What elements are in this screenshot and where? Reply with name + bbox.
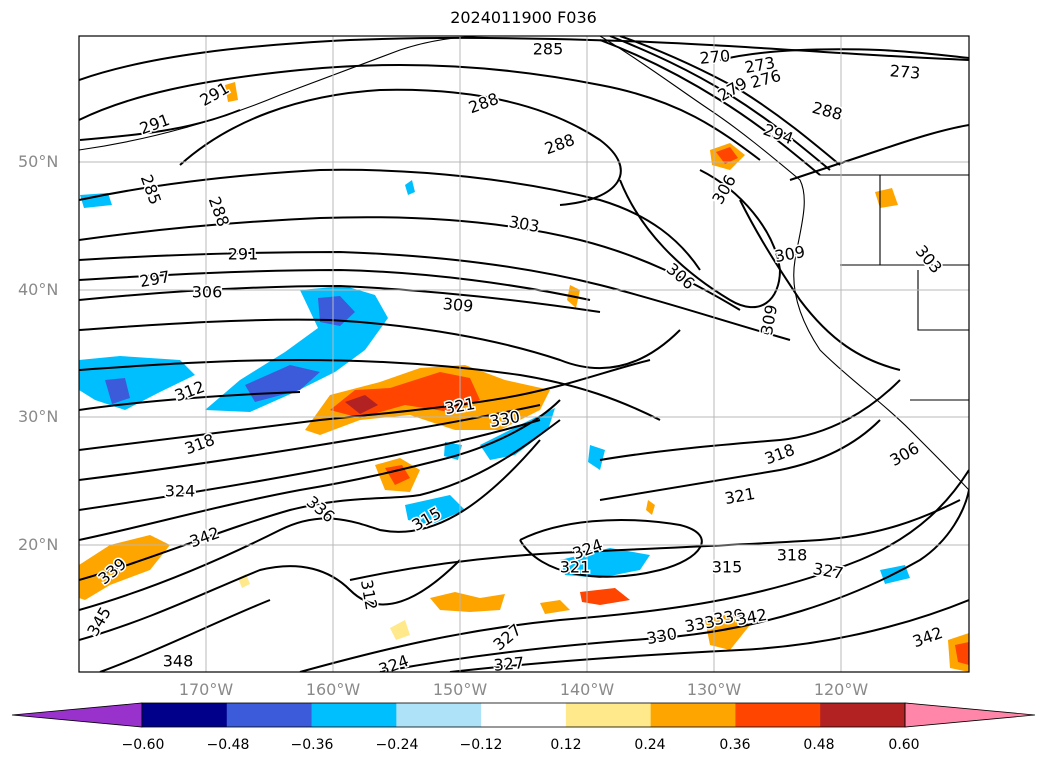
contour-label: 306 [887, 438, 923, 470]
colorbar-extend-low [11, 702, 143, 728]
lat-label-40n: 40°N [18, 280, 59, 299]
lon-label-130w: 130°W [686, 680, 742, 699]
lat-label-20n: 20°N [18, 535, 59, 554]
colorbar-tick-label: −0.36 [290, 737, 334, 753]
lon-label-120w: 120°W [813, 680, 869, 699]
colorbar-tick-label: 0.24 [634, 737, 666, 753]
contour-label: 303 [507, 212, 540, 236]
contour-label: 288 [542, 130, 577, 158]
colorbar-tick-label: −0.60 [121, 737, 165, 753]
contour-label: 306 [192, 283, 223, 302]
contour-label: 303 [912, 242, 946, 278]
lon-label-140w: 140°W [559, 680, 615, 699]
contour-labels: 285 270 2732762792732912912882882882942852… [82, 38, 948, 679]
lat-label-30n: 30°N [18, 407, 59, 426]
contour-label: 285 [533, 40, 564, 59]
contour-label: 288 [205, 194, 233, 229]
colorbar-tick-label: 0.36 [719, 737, 751, 753]
contour-label: 318 [777, 546, 808, 565]
colorbar-segment [565, 703, 652, 727]
contour-label: 273 [889, 61, 921, 83]
lon-label-150w: 150°W [432, 680, 488, 699]
colorbar [11, 702, 1036, 728]
contour-label: 321 [723, 484, 756, 508]
contour-label: 312 [357, 578, 381, 611]
lon-label-160w: 160°W [305, 680, 361, 699]
contour-label: 309 [773, 242, 806, 266]
contour-label: 288 [810, 98, 844, 124]
contour-label: 327 [811, 559, 844, 583]
contour-label: 342 [910, 623, 945, 651]
map-title: 2024011900 F036 [450, 8, 597, 27]
colorbar-segment [735, 703, 821, 727]
contour-label: 306 [663, 259, 699, 293]
colorbar-segment [820, 703, 906, 727]
contour-label: 297 [138, 267, 171, 291]
contour-label: 291 [137, 110, 172, 138]
contour-label: 315 [712, 558, 743, 577]
contour-label: 330 [645, 624, 678, 648]
colorbar-frame [141, 702, 906, 728]
contour-label: 324 [376, 651, 411, 679]
colorbar-tick-label: −0.24 [375, 737, 419, 753]
contour-label: 342 [735, 605, 768, 629]
contour-label: 324 [165, 482, 196, 501]
colorbar-tick-label: 0.48 [803, 737, 835, 753]
colorbar-tick-label: 0.60 [888, 737, 920, 753]
contour-label: 321 [560, 558, 591, 577]
contour-label: 285 [137, 172, 165, 207]
colorbar-segment [226, 703, 313, 727]
graticule [79, 36, 969, 672]
colorbar-tick-label: −0.48 [206, 737, 250, 753]
colorbar-segment [481, 703, 567, 727]
map-frame [78, 35, 970, 673]
colorbar-tick-label: 0.12 [550, 737, 582, 753]
contour-label: 309 [757, 303, 781, 336]
contour-label: 327 [493, 653, 525, 675]
contour-lines [79, 36, 969, 672]
lat-label-50n: 50°N [18, 152, 59, 171]
colorbar-segment [650, 703, 736, 727]
colorbar-segment [311, 703, 397, 727]
colorbar-segment [396, 703, 482, 727]
contour-label: 318 [182, 430, 217, 458]
colorbar-segment [142, 703, 228, 727]
contour-label: 342 [187, 523, 222, 551]
contour-label: 291 [228, 245, 259, 264]
anomaly-shading [79, 82, 969, 672]
contour-label: 318 [762, 440, 797, 468]
contour-label: 345 [83, 604, 115, 640]
colorbar-tick-label: −0.12 [459, 737, 503, 753]
contour-label: 309 [442, 294, 474, 316]
lon-label-170w: 170°W [178, 680, 234, 699]
contour-label: 288 [466, 89, 501, 117]
contour-label: 270 [699, 46, 731, 68]
colorbar-extend-high [904, 702, 1036, 728]
contour-label: 348 [163, 652, 194, 671]
contour-label: 333 [683, 612, 716, 636]
